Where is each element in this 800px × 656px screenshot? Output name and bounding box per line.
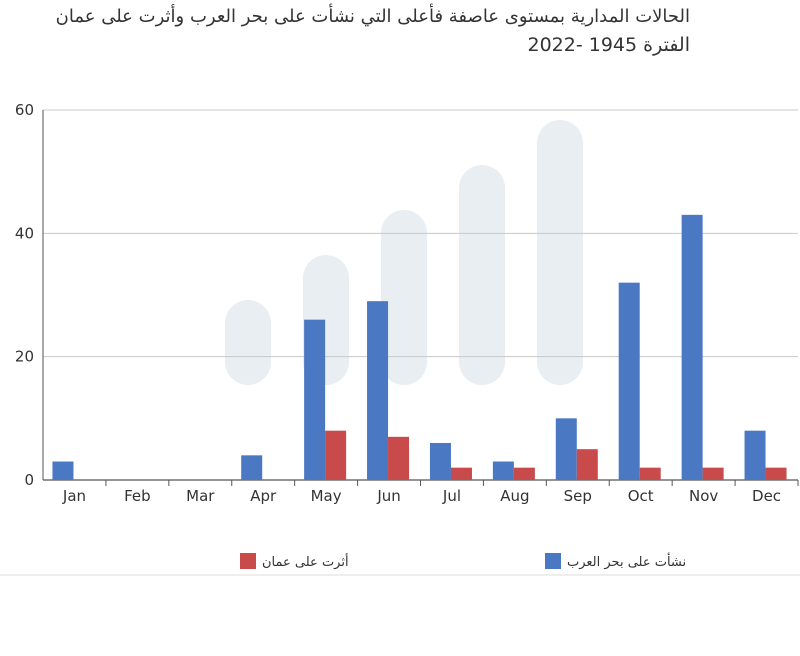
chart-title-line1: الحالات المدارية بمستوى عاصفة فأعلى التي…	[55, 6, 690, 27]
legend-label-arabian-sea: نشأت على بحر العرب	[567, 552, 686, 570]
x-tick-label: Aug	[500, 487, 529, 505]
watermark-shape-4	[537, 120, 583, 385]
y-tick-label: 20	[15, 348, 34, 366]
bar-arabian-sea-jun	[367, 301, 389, 480]
x-tick-label: Jul	[442, 487, 461, 505]
watermark-shape-2	[381, 210, 427, 385]
bar-oman-nov	[702, 467, 724, 480]
x-tick-label: Dec	[752, 487, 781, 505]
bar-arabian-sea-may	[304, 319, 326, 480]
watermark-shape-0	[225, 300, 271, 385]
bar-arabian-sea-oct	[618, 282, 640, 480]
bar-oman-dec	[765, 467, 787, 480]
legend-swatch-arabian-sea	[545, 553, 561, 569]
y-tick-label: 40	[15, 224, 34, 242]
x-tick-label: Jun	[376, 487, 400, 505]
chart-title-line2: الفترة 1945 -2022	[527, 34, 690, 56]
bar-arabian-sea-dec	[744, 430, 766, 480]
x-tick-label: Feb	[124, 487, 151, 505]
bar-arabian-sea-apr	[241, 455, 263, 480]
bar-arabian-sea-aug	[492, 461, 514, 480]
bar-arabian-sea-sep	[555, 418, 577, 480]
x-tick-label: May	[311, 487, 342, 505]
y-tick-label: 60	[15, 101, 34, 119]
watermark-shape-3	[459, 165, 505, 385]
x-tick-label: Mar	[186, 487, 215, 505]
x-tick-label: Apr	[250, 487, 277, 505]
x-tick-label: Nov	[689, 487, 718, 505]
bar-oman-jun	[388, 436, 410, 480]
legend-swatch-oman	[240, 553, 256, 569]
x-tick-label: Sep	[564, 487, 592, 505]
bar-arabian-sea-jan	[52, 461, 74, 480]
bar-oman-sep	[576, 449, 598, 480]
y-tick-label: 0	[24, 471, 34, 489]
x-tick-label: Jan	[62, 487, 86, 505]
legend-label-oman: أثرت على عمان	[262, 553, 349, 570]
bar-oman-oct	[639, 467, 661, 480]
x-tick-label: Oct	[628, 487, 654, 505]
bar-oman-aug	[513, 467, 535, 480]
bar-arabian-sea-nov	[681, 214, 703, 481]
bar-arabian-sea-jul	[429, 443, 451, 480]
bar-oman-jul	[450, 467, 472, 480]
bar-oman-may	[325, 430, 347, 480]
